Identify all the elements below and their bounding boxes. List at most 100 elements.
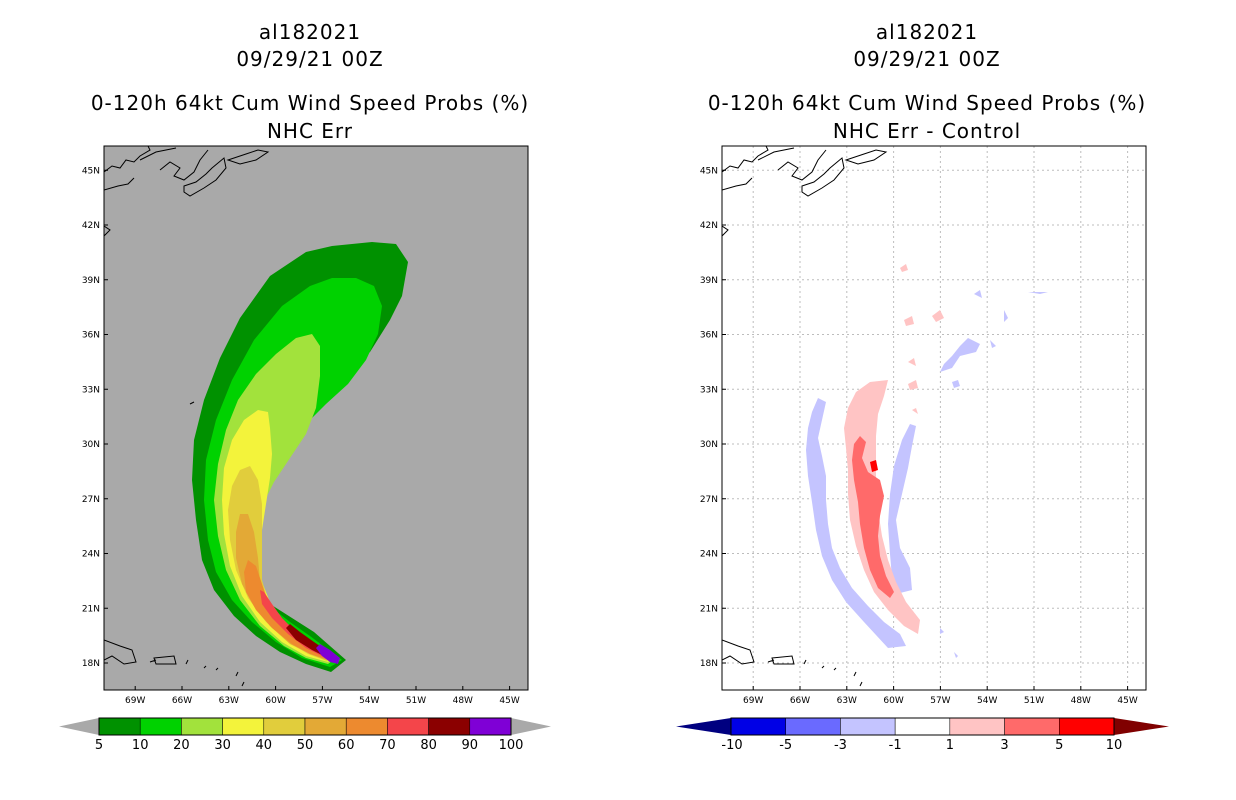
- y-tick-label: 30N: [700, 440, 718, 450]
- x-tick-label: 57W: [930, 696, 950, 706]
- y-tick-label: 30N: [82, 440, 100, 450]
- x-tick-label: 69W: [743, 696, 763, 706]
- y-tick-label: 27N: [700, 495, 718, 505]
- left-map-panel: 69W 66W 63W 60W 57W 54W 51W 48W 45W 45N 42N 39N 36N 3…: [82, 145, 529, 706]
- colorbar-swatch: [785, 717, 841, 736]
- colorbar-low-cap: [59, 718, 99, 735]
- right-contour-3: [852, 436, 894, 598]
- colorbar-label: 90: [462, 738, 479, 753]
- right-time: 09/29/21 00Z: [853, 47, 1001, 71]
- x-tick-label: 60W: [265, 696, 285, 706]
- colorbar-label: -1: [889, 738, 902, 753]
- right-subtitle: NHC Err - Control: [832, 119, 1022, 143]
- y-tick-label: 45N: [82, 166, 100, 176]
- colorbar-swatch: [304, 717, 347, 736]
- colorbar-swatch: [181, 717, 223, 736]
- x-tick-label: 63W: [837, 696, 857, 706]
- left-subtitle: NHC Err: [266, 119, 354, 143]
- colorbar-swatch: [949, 717, 1005, 736]
- x-tick-label: 54W: [359, 696, 379, 706]
- colorbar-label: 70: [379, 738, 396, 753]
- right-map-background: [722, 146, 1146, 690]
- colorbar-swatch: [263, 717, 306, 736]
- colorbar-swatch: [387, 717, 429, 736]
- right-contour-5: [870, 460, 878, 472]
- x-tick-label: 45W: [1117, 696, 1137, 706]
- left-colorbar: 5 10 20 30 40 50 60 70 80 90 100: [59, 717, 551, 753]
- colorbar-swatch: [840, 717, 896, 736]
- colorbar-label: 60: [338, 738, 355, 753]
- left-contour-40: [228, 466, 332, 661]
- colorbar-label: 5: [95, 738, 103, 753]
- colorbar-frame: [98, 717, 512, 736]
- colorbar-label: 80: [420, 738, 437, 753]
- colorbar-label: 50: [297, 738, 314, 753]
- colorbar-label: -3: [834, 738, 847, 753]
- colorbar-swatch: [98, 717, 141, 736]
- left-storm-id: al182021: [258, 20, 362, 44]
- y-tick-label: 21N: [700, 604, 718, 614]
- x-tick-label: 51W: [406, 696, 426, 706]
- right-contour-neg1-right: [888, 424, 916, 594]
- colorbar-swatch: [1059, 717, 1115, 736]
- y-tick-label: 42N: [700, 221, 718, 231]
- x-tick-label: 69W: [125, 696, 145, 706]
- y-tick-label: 24N: [700, 550, 718, 560]
- left-map-frame: [103, 145, 529, 691]
- y-tick-label: 33N: [700, 385, 718, 395]
- right-title: 0-120h 64kt Cum Wind Speed Probs (%): [707, 91, 1147, 115]
- colorbar-swatch: [730, 717, 786, 736]
- y-tick-label: 39N: [82, 276, 100, 286]
- colorbar-label: 40: [256, 738, 273, 753]
- y-tick-label: 27N: [82, 495, 100, 505]
- y-tick-label: 18N: [700, 659, 718, 669]
- y-tick-label: 39N: [700, 276, 718, 286]
- colorbar-swatch: [1004, 717, 1060, 736]
- colorbar-swatch: [894, 717, 951, 736]
- colorbar-label: 100: [499, 738, 524, 753]
- y-tick-label: 36N: [82, 331, 100, 341]
- colorbar-swatch: [222, 717, 265, 736]
- right-storm-id: al182021: [875, 20, 979, 44]
- right-map-panel: 69W 66W 63W 60W 57W 54W 51W 48W 45W 45N 42N 39N 36N 3…: [700, 145, 1147, 706]
- left-title: 0-120h 64kt Cum Wind Speed Probs (%): [90, 91, 530, 115]
- colorbar-label: 3: [1000, 738, 1008, 753]
- x-tick-label: 60W: [883, 696, 903, 706]
- right-gridlines: [722, 146, 1146, 690]
- y-tick-label: 42N: [82, 221, 100, 231]
- left-coastlines: [104, 146, 270, 687]
- right-contour-neg1-left: [806, 398, 906, 648]
- colorbar-label: 10: [132, 738, 149, 753]
- x-tick-label: 63W: [219, 696, 239, 706]
- left-contour-90: [316, 644, 340, 664]
- x-tick-label: 66W: [790, 696, 810, 706]
- colorbar-label: -5: [779, 738, 792, 753]
- colorbar-label: 30: [214, 738, 231, 753]
- x-tick-label: 51W: [1024, 696, 1044, 706]
- right-coastlines: [722, 146, 888, 687]
- x-tick-label: 48W: [453, 696, 473, 706]
- y-tick-label: 24N: [82, 550, 100, 560]
- x-tick-label: 54W: [977, 696, 997, 706]
- right-colorbar: -10 -5 -3 -1 1 3 5 10: [676, 717, 1169, 753]
- y-tick-label: 33N: [82, 385, 100, 395]
- right-axis-ticks: 69W 66W 63W 60W 57W 54W 51W 48W 45W 45N 42N 39N 36N 3…: [700, 166, 1138, 706]
- colorbar-frame: [730, 717, 1115, 736]
- left-axis-ticks: 69W 66W 63W 60W 57W 54W 51W 48W 45W 45N 42N 39N 36N 3…: [82, 166, 520, 706]
- left-contour-60: [244, 560, 330, 659]
- colorbar-swatch: [139, 717, 182, 736]
- colorbar-low-cap: [676, 718, 731, 735]
- left-time: 09/29/21 00Z: [236, 47, 384, 71]
- x-tick-label: 57W: [312, 696, 332, 706]
- right-map-frame: [721, 145, 1147, 691]
- x-tick-label: 45W: [499, 696, 519, 706]
- y-tick-label: 21N: [82, 604, 100, 614]
- colorbar-label: 10: [1106, 738, 1123, 753]
- colorbar-label: -10: [721, 738, 742, 753]
- colorbar-label: 5: [1055, 738, 1063, 753]
- y-tick-label: 45N: [700, 166, 718, 176]
- colorbar-swatch: [469, 717, 512, 736]
- left-map-background: [104, 146, 528, 690]
- colorbar-high-cap: [1114, 718, 1169, 735]
- y-tick-label: 36N: [700, 331, 718, 341]
